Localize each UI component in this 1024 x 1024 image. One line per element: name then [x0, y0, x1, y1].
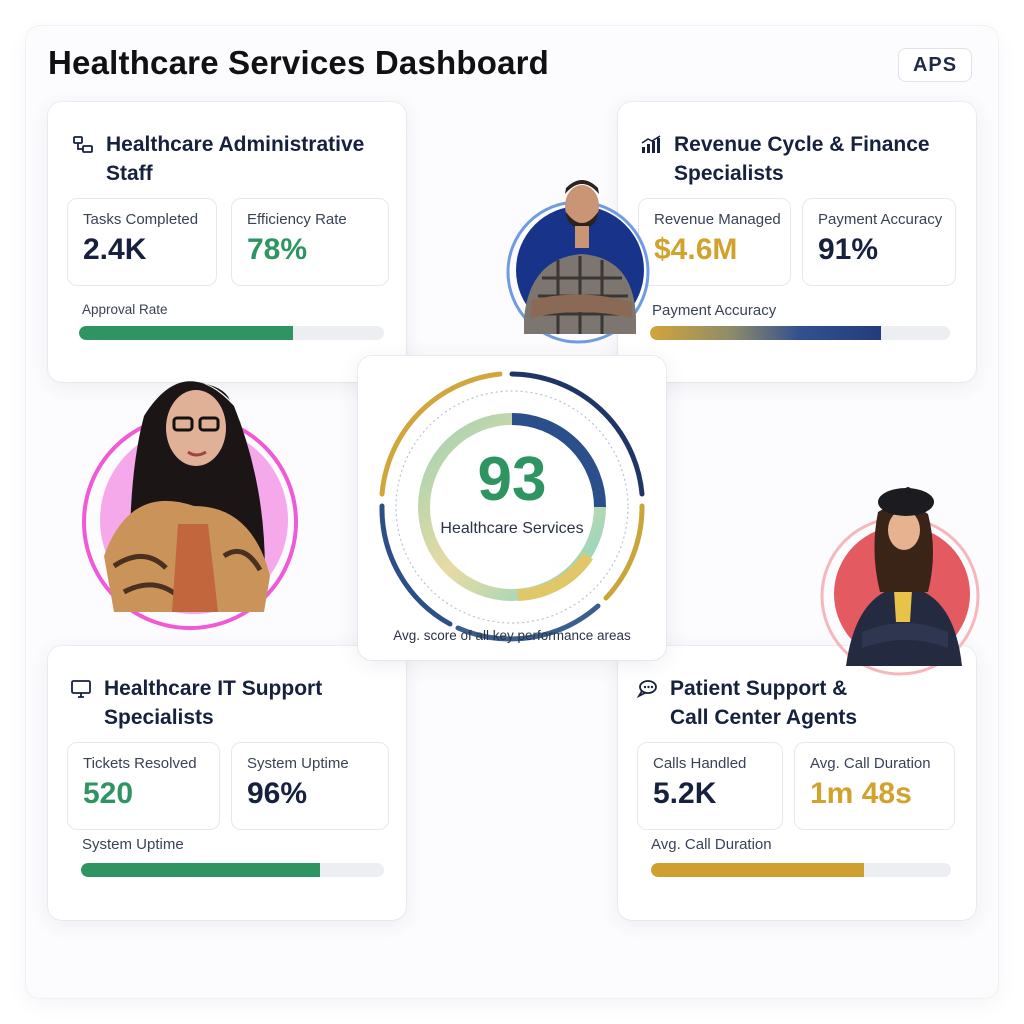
stat-label: Revenue Managed [654, 211, 781, 228]
stat-value: 78% [247, 233, 308, 266]
it-card-title-line1: Healthcare IT Support [104, 677, 323, 700]
patient-support-avatar [816, 482, 988, 682]
system-uptime-fill [81, 863, 321, 877]
calls-handled-box: Calls Handled 5.2K [637, 742, 783, 830]
admin-card-title: Healthcare Administrative Staff [106, 133, 365, 185]
system-uptime-bar [81, 863, 384, 877]
stat-value: 5.2K [653, 777, 717, 810]
stat-value: 520 [83, 777, 134, 810]
revenue-card[interactable]: Revenue Cycle & Finance Specialists Reve… [618, 102, 976, 382]
patient-support-card[interactable]: Patient Support & Call Center Agents Cal… [618, 646, 976, 920]
stat-label: Tickets Resolved [83, 755, 197, 772]
approval-rate-label: Approval Rate [82, 302, 168, 317]
approval-rate-fill [79, 326, 293, 340]
efficiency-rate-box: Efficiency Rate 78% [231, 198, 389, 286]
avg-call-duration-box: Avg. Call Duration 1m 48s [794, 742, 955, 830]
stat-value: 96% [247, 777, 308, 810]
admin-staff-card[interactable]: Healthcare Administrative Staff Tasks Co… [48, 102, 406, 382]
stat-value: 2.4K [83, 233, 147, 266]
monitor-icon [71, 680, 91, 698]
avg-call-duration-fill [651, 863, 864, 877]
aps-badge[interactable]: APS [898, 48, 972, 82]
avg-call-duration-label: Avg. Call Duration [651, 836, 772, 853]
revenue-managed-box: Revenue Managed $4.6M [638, 198, 791, 286]
system-uptime-label: System Uptime [82, 836, 184, 853]
stat-label: Avg. Call Duration [810, 755, 931, 772]
system-uptime-box: System Uptime 96% [231, 742, 389, 830]
payment-accuracy-label: Payment Accuracy [652, 302, 777, 319]
admin-staff-avatar [74, 356, 314, 636]
stat-label: System Uptime [247, 755, 349, 772]
tickets-resolved-box: Tickets Resolved 520 [67, 742, 220, 830]
stat-value: $4.6M [654, 233, 738, 266]
payment-accuracy-box: Payment Accuracy 91% [802, 198, 956, 286]
stat-label: Calls Handled [653, 755, 747, 772]
revenue-card-title-line1: Revenue Cycle & Finance [674, 133, 930, 156]
finance-specialist-avatar [502, 168, 652, 348]
chat-bubbles-icon [636, 680, 657, 699]
stat-value: 91% [818, 233, 879, 266]
overall-score-card[interactable]: 93 Healthcare Services Avg. score of all… [358, 356, 666, 660]
org-chart-icon [73, 136, 93, 153]
page-title: Healthcare Services Dashboard [48, 44, 550, 81]
stat-value: 1m 48s [810, 777, 912, 810]
payment-accuracy-bar [650, 326, 950, 340]
stat-label: Payment Accuracy [818, 211, 943, 228]
it-card-title-line2: Specialists [104, 706, 214, 729]
stat-label: Tasks Completed [83, 211, 199, 228]
stat-label: Efficiency Rate [247, 211, 347, 228]
payment-accuracy-fill [650, 326, 881, 340]
revenue-card-title-line2: Specialists [674, 162, 784, 185]
it-support-card[interactable]: Healthcare IT Support Specialists Ticket… [48, 646, 406, 920]
bar-chart-icon [641, 135, 661, 153]
score-value: 93 [477, 445, 547, 514]
score-label: Healthcare Services [440, 520, 584, 537]
score-gauge [379, 371, 645, 642]
patient-card-title-line2: Call Center Agents [670, 706, 858, 729]
approval-rate-bar [79, 326, 384, 340]
score-caption: Avg. score of all key performance areas [393, 628, 631, 643]
avg-call-duration-bar [651, 863, 951, 877]
tasks-completed-box: Tasks Completed 2.4K [67, 198, 217, 286]
patient-card-title-line1: Patient Support & [670, 677, 848, 700]
